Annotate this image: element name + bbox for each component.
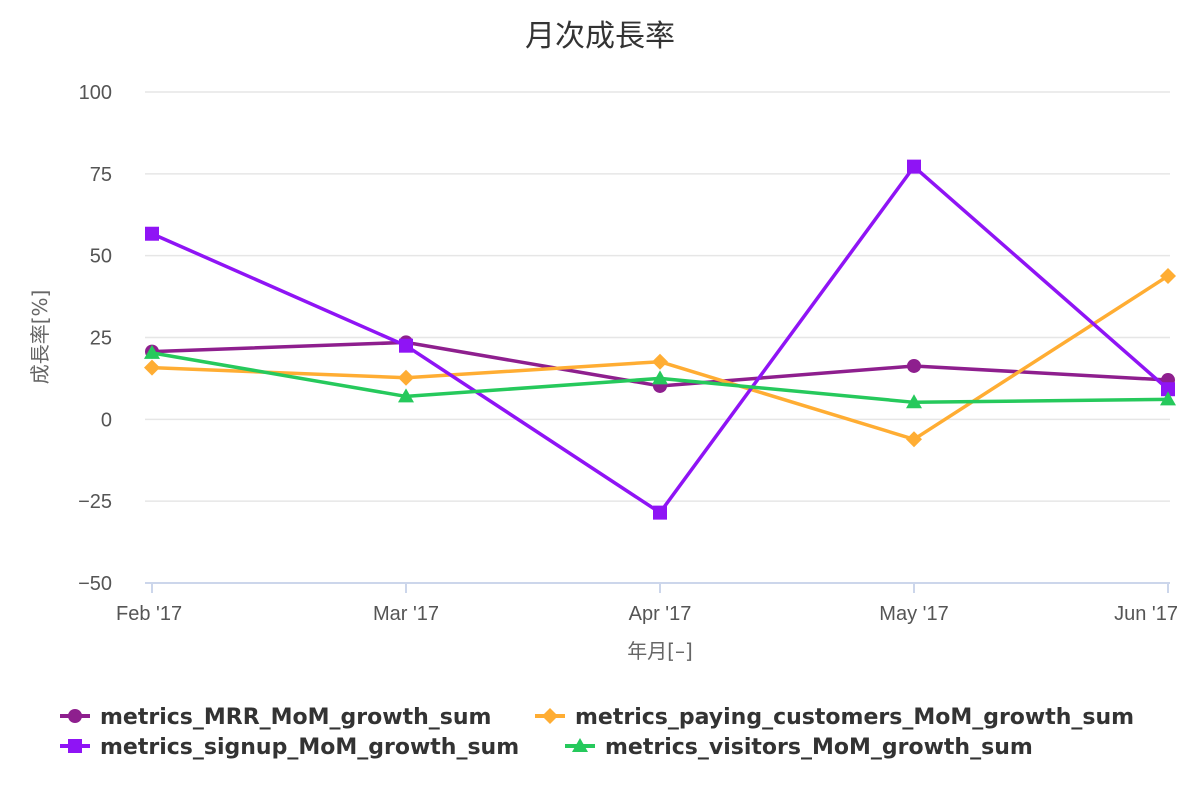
legend-marker[interactable] — [542, 708, 558, 724]
x-axis: Feb '17 Mar '17 Apr '17 May '17 Jun '17 — [116, 582, 1178, 625]
chart-title: 月次成長率 — [525, 19, 675, 54]
series-metrics_signup_MoM_growth_sum — [145, 159, 1175, 520]
legend-item[interactable]: metrics_paying_customers_MoM_growth_sum — [535, 705, 1134, 730]
legend-marker[interactable] — [68, 709, 82, 723]
x-tick-label: Jun '17 — [1114, 603, 1178, 625]
point-marker[interactable] — [1160, 267, 1176, 284]
series-metrics_MRR_MoM_growth_sum — [145, 335, 1175, 393]
point-marker[interactable] — [398, 369, 414, 386]
legend-marker[interactable] — [68, 739, 82, 753]
point-marker[interactable] — [398, 388, 414, 403]
point-marker[interactable] — [144, 344, 160, 359]
point-marker[interactable] — [906, 394, 922, 409]
x-tick-label: Feb '17 — [116, 603, 182, 625]
grid-lines — [145, 91, 1170, 502]
point-marker[interactable] — [399, 338, 413, 353]
legend-marker[interactable] — [572, 738, 588, 752]
x-tick-label: May '17 — [879, 603, 948, 625]
legend-item[interactable]: metrics_visitors_MoM_growth_sum — [565, 735, 1033, 760]
x-tick-label: Mar '17 — [373, 603, 439, 625]
point-marker[interactable] — [652, 370, 668, 385]
series-metrics_paying_customers_MoM_growth_sum — [144, 267, 1176, 448]
point-marker[interactable] — [907, 358, 921, 373]
y-axis-title: 成長率[%] — [28, 290, 52, 385]
point-marker[interactable] — [1161, 382, 1175, 397]
series-metrics_visitors_MoM_growth_sum — [144, 344, 1176, 409]
series-line — [151, 164, 1170, 515]
legend-label: metrics_visitors_MoM_growth_sum — [605, 735, 1033, 760]
point-marker[interactable] — [653, 505, 667, 520]
legend-item[interactable]: metrics_signup_MoM_growth_sum — [60, 735, 519, 760]
y-tick-label: 0 — [101, 409, 112, 431]
y-tick-label: −25 — [78, 491, 112, 513]
legend: metrics_MRR_MoM_growth_sum metrics_paying… — [60, 705, 1134, 760]
point-marker[interactable] — [1160, 391, 1176, 406]
y-tick-label: 50 — [90, 246, 112, 268]
legend-label: metrics_signup_MoM_growth_sum — [100, 735, 519, 760]
series-group — [144, 159, 1176, 520]
y-tick-label: −50 — [78, 573, 112, 595]
y-tick-label: 25 — [90, 328, 112, 350]
point-marker[interactable] — [144, 359, 160, 376]
legend-label: metrics_MRR_MoM_growth_sum — [100, 705, 491, 730]
point-marker[interactable] — [145, 226, 159, 241]
x-axis-title: 年月[–] — [627, 639, 693, 663]
legend-item[interactable]: metrics_MRR_MoM_growth_sum — [60, 705, 491, 730]
point-marker[interactable] — [907, 159, 921, 174]
point-marker[interactable] — [652, 353, 668, 370]
y-axis-ticks: 100 75 50 25 0 −25 −50 — [78, 82, 112, 595]
legend-label: metrics_paying_customers_MoM_growth_sum — [575, 705, 1134, 730]
y-tick-label: 75 — [90, 164, 112, 186]
y-tick-label: 100 — [79, 82, 112, 104]
point-marker[interactable] — [906, 431, 922, 448]
x-tick-label: Apr '17 — [629, 603, 692, 625]
